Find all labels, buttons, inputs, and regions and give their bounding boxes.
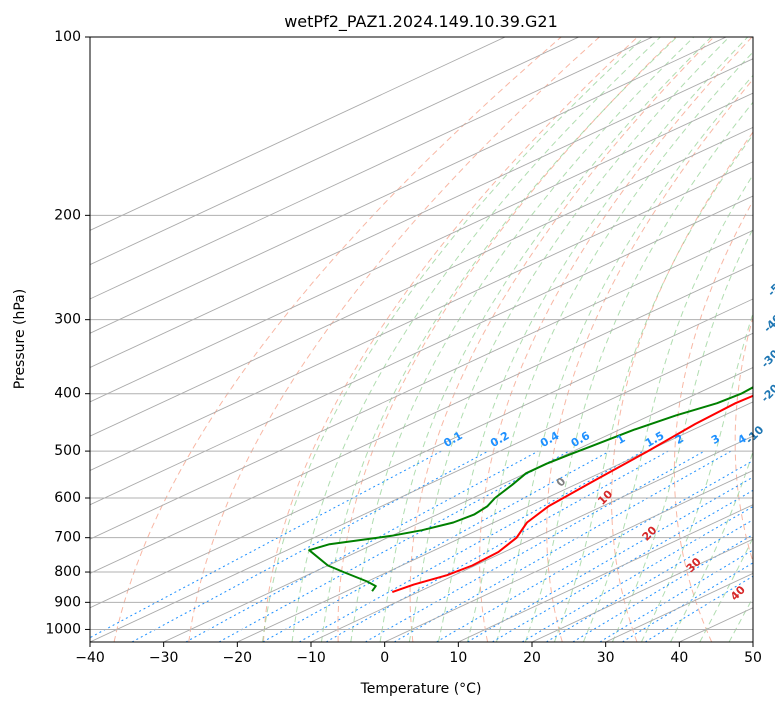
y-tick-label: 200: [54, 207, 81, 223]
isotherm-line: [90, 37, 653, 300]
x-tick-label: 50: [744, 650, 762, 666]
isotherm-label: -40: [761, 312, 775, 335]
dewpoint-profile-line: [308, 386, 753, 592]
moist-adiabat: [524, 101, 753, 642]
isotherm-line: [384, 469, 753, 642]
plot-frame: [89, 36, 754, 643]
moist-adiabat: [466, 51, 753, 642]
moist-adiabat-label: 20: [640, 523, 660, 543]
x-tick-label: 20: [523, 650, 541, 666]
isotherm-line: [531, 538, 753, 642]
mixing-ratio-line: [298, 450, 644, 642]
mixing-ratio-line: [521, 505, 753, 642]
moist-adiabat: [291, 37, 661, 642]
isotherm-line: [90, 126, 753, 437]
chart-title: wetPf2_PAZ1.2024.149.10.39.G21: [284, 12, 558, 32]
isotherm-line: [90, 37, 579, 266]
isotherm-label: -30: [759, 347, 775, 370]
isotherm-line: [163, 367, 753, 642]
mixing-ratio-label: 1.5: [643, 429, 666, 450]
y-tick-label: 700: [54, 530, 81, 546]
dry-adiabat: [479, 37, 753, 642]
isotherm-line: [90, 298, 753, 609]
isotherm-line: [90, 332, 753, 642]
y-tick-label: 400: [54, 386, 81, 402]
isotherm-line: [90, 37, 506, 231]
mixing-ratio-line: [131, 450, 489, 642]
y-tick-label: 100: [54, 29, 81, 45]
moist-adiabat: [350, 37, 695, 642]
moist-adiabat: [699, 536, 753, 642]
y-tick-label: 800: [54, 564, 81, 580]
isotherm-line: [90, 229, 753, 540]
mixing-ratio-line: [325, 450, 669, 642]
y-axis-label: Pressure (hPa): [12, 289, 28, 389]
x-tick-label: 40: [670, 650, 688, 666]
isotherm-label: -20: [759, 381, 775, 404]
moist-adiabat: [262, 37, 645, 642]
x-tick-label: −30: [149, 650, 179, 666]
data-series: [308, 386, 753, 594]
dry-adiabat: [734, 315, 753, 564]
isotherm-line: [90, 195, 753, 506]
x-axis-label: Temperature (°C): [360, 681, 482, 697]
moist-adiabat: [379, 37, 712, 642]
dry-adiabat: [263, 37, 638, 642]
isotherm-line: [90, 92, 753, 403]
y-tick-label: 500: [54, 443, 81, 459]
moist-adiabat: [495, 74, 753, 642]
moist-adiabat: [408, 37, 730, 642]
mixing-ratio-line: [644, 575, 753, 642]
isotherm-line: [458, 504, 753, 642]
moist-adiabat: [553, 133, 753, 642]
isotherm-line: [237, 401, 753, 642]
isotherm-line: [90, 264, 753, 574]
isotherm-line: [605, 572, 753, 642]
moist-adiabat: [611, 227, 753, 642]
isotherm-line: [90, 37, 727, 334]
mixing-ratio-label: 1: [614, 432, 627, 447]
isotherm-label: -50: [765, 276, 775, 299]
isotherm-line: [90, 161, 753, 471]
dry-adiabat: [409, 37, 715, 642]
moist-adiabat: [641, 312, 753, 642]
x-tick-label: −20: [223, 650, 253, 666]
y-tick-label: 600: [54, 490, 81, 506]
mixing-ratio-label: 0.1: [441, 429, 464, 450]
x-tick-label: 10: [449, 650, 467, 666]
isotherm-line: [752, 641, 753, 642]
gridlines: [90, 37, 753, 642]
x-tick-label: −40: [75, 650, 105, 666]
background-lines: [90, 37, 753, 642]
x-tick-label: 0: [380, 650, 389, 666]
mixing-ratio-line: [90, 450, 442, 639]
isotherm-line: [310, 435, 753, 642]
axis-ticks: −40 −30 −20 −10 0 10 20 30 40 50 100 200 300 400 500 60…: [45, 29, 762, 666]
isotherm-line: [90, 58, 753, 369]
moist-adiabat: [437, 37, 749, 642]
x-tick-label: −10: [296, 650, 326, 666]
y-tick-label: 1000: [45, 621, 81, 637]
dry-adiabat: [113, 37, 562, 642]
dry-adiabat: [611, 131, 753, 642]
mixing-ratio-line: [572, 534, 753, 642]
moist-adiabat: [670, 449, 753, 642]
mixing-ratio-label: 0.2: [488, 429, 511, 450]
mixing-ratio-line: [436, 460, 753, 642]
mixing-ratio-line: [492, 489, 753, 642]
dry-adiabat: [188, 37, 600, 642]
moist-adiabat-label: 40: [728, 583, 748, 603]
temperature-profile-line: [391, 394, 753, 594]
y-tick-label: 300: [54, 312, 81, 328]
dry-adiabat: [546, 78, 753, 642]
mixing-ratio-line: [599, 549, 753, 642]
moist-adiabat: [582, 173, 753, 642]
y-tick-label: 900: [54, 594, 81, 610]
mixing-ratio-line: [622, 562, 753, 642]
mixing-ratio-line: [546, 519, 753, 642]
x-tick-label: 30: [597, 650, 615, 666]
